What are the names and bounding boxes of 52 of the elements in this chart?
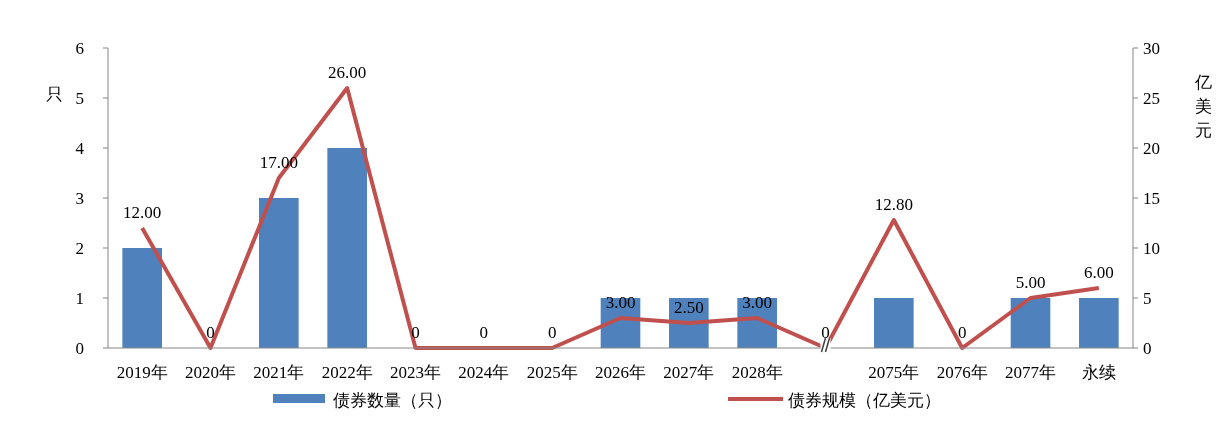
x-tick-label: 2023年 xyxy=(390,363,441,382)
x-tick-label: 永续 xyxy=(1081,363,1116,382)
y2-tick-label: 25 xyxy=(1143,89,1160,108)
bar xyxy=(327,148,367,348)
x-tick-label: 2026年 xyxy=(595,363,646,382)
x-tick-label: 2025年 xyxy=(526,363,578,382)
y-tick-label: 1 xyxy=(75,289,84,308)
x-tick-label: 2020年 xyxy=(185,363,236,382)
x-tick-label: 2077年 xyxy=(1005,363,1056,382)
x-tick-label: 2022年 xyxy=(321,363,373,382)
y2-tick-label: 20 xyxy=(1143,139,1160,158)
y-tick-label: 2 xyxy=(75,239,84,258)
data-label: 0 xyxy=(957,323,967,342)
bar xyxy=(259,198,299,348)
y-tick-label: 3 xyxy=(75,189,84,208)
bar xyxy=(874,298,914,348)
x-tick-label: 2028年 xyxy=(731,363,783,382)
data-label: 6.00 xyxy=(1083,263,1114,282)
data-label: 0 xyxy=(206,323,215,342)
data-label: 0 xyxy=(821,323,830,342)
y2-tick-label: 10 xyxy=(1143,239,1160,258)
x-tick-label: 2024年 xyxy=(458,363,510,382)
y2-tick-label: 5 xyxy=(1143,289,1152,308)
bar xyxy=(1010,298,1051,348)
data-label: 0 xyxy=(547,323,557,342)
y2-tick-label: 0 xyxy=(1143,339,1152,358)
y-tick-label: 0 xyxy=(75,339,84,358)
x-tick-label: 2019年 xyxy=(116,363,168,382)
data-label: 26.00 xyxy=(328,63,367,82)
y-axis-title: 只 xyxy=(46,85,63,104)
data-label: 0 xyxy=(479,323,489,342)
data-label: 5.00 xyxy=(1015,273,1046,292)
data-label: 2.50 xyxy=(673,298,704,317)
x-tick-label: 2075年 xyxy=(868,363,920,382)
data-label: 0 xyxy=(411,323,420,342)
x-tick-label: 2027年 xyxy=(663,363,715,382)
y2-axis-title: 亿美元 xyxy=(1193,73,1212,140)
data-label: 3.00 xyxy=(605,293,636,312)
legend-label: 债券数量（只） xyxy=(333,391,452,410)
data-label: 12.80 xyxy=(874,195,913,214)
y2-tick-label: 15 xyxy=(1143,189,1160,208)
bar xyxy=(122,248,162,348)
y2-tick-label: 30 xyxy=(1143,39,1160,58)
x-tick-label: 2021年 xyxy=(253,363,305,382)
data-label: 12.00 xyxy=(123,203,162,222)
data-label: 3.00 xyxy=(742,293,773,312)
y-tick-label: 5 xyxy=(75,89,84,108)
x-tick-label: 2076年 xyxy=(936,363,988,382)
y-tick-label: 6 xyxy=(75,39,84,58)
legend-label: 债券规模（亿美元） xyxy=(788,391,941,410)
y-tick-label: 4 xyxy=(75,139,85,158)
bar xyxy=(1079,298,1119,348)
